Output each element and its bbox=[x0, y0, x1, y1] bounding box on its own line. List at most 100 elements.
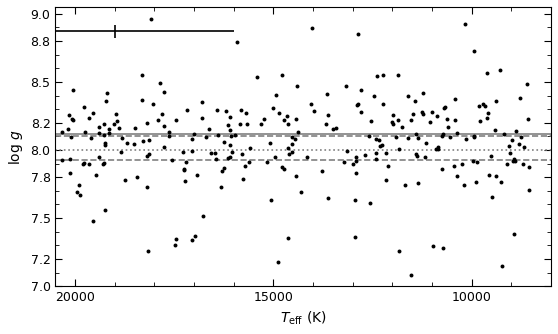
Point bbox=[291, 116, 300, 121]
Point bbox=[372, 156, 381, 161]
Point bbox=[438, 133, 447, 138]
Point bbox=[179, 150, 187, 155]
Point bbox=[74, 182, 83, 187]
Point bbox=[80, 160, 89, 166]
Point bbox=[461, 136, 470, 141]
Point bbox=[342, 84, 351, 89]
Point bbox=[382, 178, 391, 183]
Point bbox=[460, 21, 469, 26]
Point bbox=[379, 102, 388, 107]
Point bbox=[65, 156, 74, 162]
Point bbox=[480, 104, 489, 109]
Point bbox=[198, 213, 207, 218]
Point bbox=[482, 115, 491, 121]
Point bbox=[324, 112, 333, 117]
Point bbox=[323, 195, 332, 200]
Point bbox=[404, 93, 413, 98]
Point bbox=[211, 151, 220, 156]
Point bbox=[235, 121, 244, 126]
Point bbox=[187, 148, 196, 153]
Point bbox=[129, 141, 138, 147]
Point bbox=[331, 126, 340, 131]
Point bbox=[290, 137, 299, 142]
Point bbox=[252, 75, 261, 80]
Point bbox=[509, 231, 518, 236]
Point bbox=[145, 151, 154, 156]
Point bbox=[507, 137, 516, 142]
Point bbox=[78, 161, 87, 166]
Point bbox=[429, 243, 437, 249]
Point bbox=[307, 102, 316, 107]
Point bbox=[190, 132, 199, 137]
Point bbox=[75, 192, 84, 198]
Point bbox=[268, 106, 277, 111]
Point bbox=[469, 158, 478, 163]
Point bbox=[89, 218, 98, 223]
Point bbox=[414, 135, 423, 140]
Point bbox=[165, 133, 174, 138]
Point bbox=[171, 118, 180, 123]
Point bbox=[523, 116, 532, 121]
Point bbox=[102, 90, 111, 95]
Point bbox=[277, 165, 286, 170]
Point bbox=[377, 143, 386, 148]
Point bbox=[160, 144, 169, 149]
Point bbox=[183, 107, 192, 113]
Point bbox=[440, 104, 449, 109]
Point bbox=[220, 165, 229, 171]
Point bbox=[407, 273, 416, 278]
Point bbox=[167, 157, 176, 163]
Point bbox=[364, 134, 373, 139]
Point bbox=[453, 174, 461, 179]
Y-axis label: log $g$: log $g$ bbox=[7, 129, 25, 165]
Point bbox=[323, 92, 332, 97]
Point bbox=[153, 117, 162, 122]
Point bbox=[116, 150, 125, 155]
Point bbox=[350, 234, 359, 239]
Point bbox=[514, 141, 523, 146]
Point bbox=[143, 249, 152, 254]
Point bbox=[450, 118, 459, 123]
Point bbox=[102, 98, 111, 104]
Point bbox=[413, 180, 422, 185]
Point bbox=[104, 131, 113, 136]
Point bbox=[407, 118, 416, 123]
Point bbox=[145, 137, 153, 142]
Point bbox=[460, 182, 469, 187]
Point bbox=[352, 170, 360, 175]
Point bbox=[230, 133, 239, 138]
Point bbox=[79, 105, 88, 110]
Point bbox=[142, 185, 151, 190]
Point bbox=[221, 108, 230, 113]
Point bbox=[68, 88, 77, 93]
Point bbox=[372, 136, 381, 142]
Point bbox=[138, 72, 147, 77]
Point bbox=[393, 73, 402, 78]
Point bbox=[421, 140, 430, 146]
Point bbox=[67, 134, 76, 140]
Point bbox=[101, 208, 110, 213]
Point bbox=[498, 263, 507, 268]
Point bbox=[142, 153, 151, 159]
Point bbox=[401, 182, 410, 188]
Point bbox=[81, 130, 90, 135]
Point bbox=[88, 111, 97, 116]
Point bbox=[509, 157, 518, 162]
Point bbox=[488, 194, 497, 199]
Point bbox=[180, 167, 189, 172]
Point bbox=[508, 158, 517, 164]
Point bbox=[146, 16, 155, 22]
Point bbox=[233, 39, 242, 44]
Point bbox=[388, 121, 397, 126]
Point bbox=[427, 109, 436, 114]
Point bbox=[499, 131, 508, 137]
Point bbox=[181, 159, 190, 165]
Point bbox=[343, 148, 352, 154]
Point bbox=[180, 179, 189, 184]
Point bbox=[426, 120, 435, 125]
Point bbox=[214, 133, 223, 138]
Point bbox=[201, 135, 210, 140]
Point bbox=[275, 110, 283, 116]
Point bbox=[112, 118, 121, 124]
X-axis label: $T_{\rm eff}$ (K): $T_{\rm eff}$ (K) bbox=[280, 310, 326, 327]
